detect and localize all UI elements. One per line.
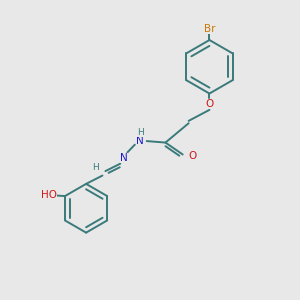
Text: O: O [188,151,196,161]
Text: O: O [205,99,214,109]
Text: HO: HO [40,190,57,200]
Text: H: H [137,128,144,137]
Text: N: N [120,153,128,163]
Text: N: N [136,136,144,146]
Text: Br: Br [204,24,215,34]
Text: H: H [92,163,99,172]
